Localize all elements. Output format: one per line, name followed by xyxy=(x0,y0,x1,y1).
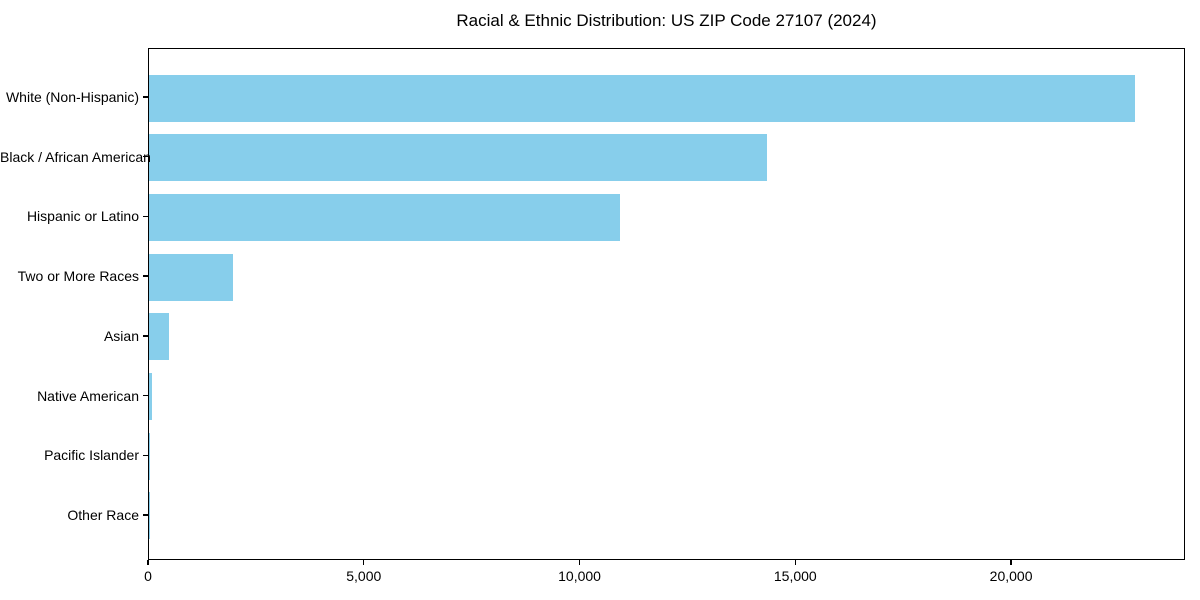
y-tick-mark xyxy=(143,454,148,456)
y-tick-mark xyxy=(143,156,148,158)
y-axis-label: Other Race xyxy=(67,506,139,523)
y-tick-mark xyxy=(143,514,148,516)
bar xyxy=(149,134,768,182)
bar xyxy=(149,74,1136,122)
x-tick-mark xyxy=(794,560,796,565)
y-tick-mark xyxy=(143,394,148,397)
x-tick-label: 5,000 xyxy=(346,568,382,584)
bar xyxy=(149,193,620,241)
y-tick-mark xyxy=(143,335,148,337)
y-axis-label: Pacific Islander xyxy=(44,447,139,464)
bar xyxy=(149,373,152,421)
chart-title: Racial & Ethnic Distribution: US ZIP Cod… xyxy=(456,11,877,30)
x-tick-label: 10,000 xyxy=(558,568,601,584)
x-tick-mark xyxy=(363,560,365,565)
x-tick-label: 15,000 xyxy=(773,568,817,584)
bar xyxy=(149,432,151,480)
x-tick-label: 20,000 xyxy=(989,568,1033,584)
x-tick-mark xyxy=(578,560,581,565)
y-axis-label: Black / African American xyxy=(0,148,151,165)
bar xyxy=(149,253,233,301)
y-tick-mark xyxy=(143,275,148,277)
x-tick-label: 0 xyxy=(144,568,152,584)
y-axis-label: Hispanic or Latino xyxy=(26,208,139,225)
y-axis-label: Two or More Races xyxy=(17,268,139,285)
y-tick-mark xyxy=(143,96,148,98)
y-axis-label: White (Non-Hispanic) xyxy=(5,89,139,105)
y-tick-mark xyxy=(143,215,148,218)
plot-frame xyxy=(148,48,1185,560)
y-axis-label: Asian xyxy=(103,327,139,344)
y-axis-label: Native American xyxy=(37,387,139,404)
x-tick-mark xyxy=(147,560,149,565)
bar xyxy=(149,313,170,361)
bar xyxy=(149,492,150,540)
x-tick-mark xyxy=(1010,560,1012,565)
